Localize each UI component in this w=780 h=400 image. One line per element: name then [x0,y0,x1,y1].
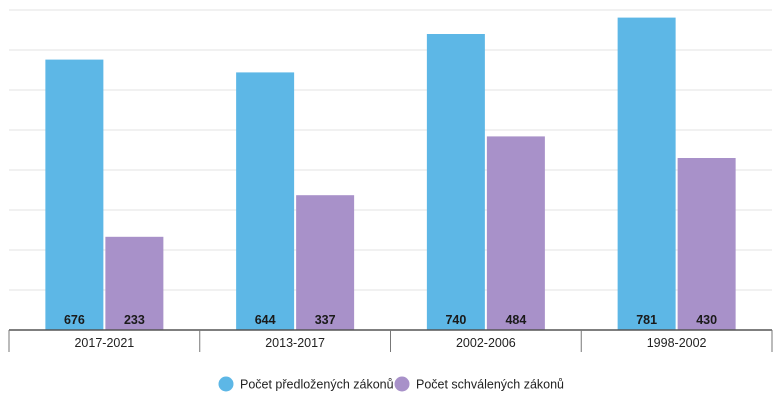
legend-swatch [218,376,234,392]
bar-approved-2017-2021 [105,236,164,330]
bar-value-label: 484 [505,313,526,327]
bar-approved-2013-2017 [296,195,355,330]
bar-approved-1998-2002 [677,158,736,330]
bar-approved-2002-2006 [486,136,545,330]
bar-value-label: 430 [696,313,717,327]
bar-submitted-2017-2021 [45,59,104,330]
bar-value-label: 676 [64,313,85,327]
category-label: 2017-2021 [74,336,134,350]
legend-item[interactable]: Počet předložených zákonů [218,376,394,392]
legend-label: Počet předložených zákonů [240,378,394,392]
x-axis: 2017-2021 2013-2017 2002-2006 1998-2002 [8,329,773,352]
category-label: 2002-2006 [456,336,516,350]
bar-value-label: 740 [445,313,466,327]
category-label: 2013-2017 [265,336,325,350]
bar-value-label: 233 [124,313,145,327]
bars: 676 233 644 337 740 484 781 430 [45,17,736,331]
bar-value-label: 644 [255,313,276,327]
legend-label: Počet schválených zákonů [416,378,564,392]
legend-swatch [394,376,410,392]
bar-value-label: 337 [315,313,336,327]
legend: Počet předložených zákonů Počet schválený… [218,376,565,392]
legend-item[interactable]: Počet schválených zákonů [394,376,565,392]
bar-value-label: 781 [636,313,657,327]
bar-submitted-2002-2006 [426,34,485,330]
bar-submitted-2013-2017 [236,72,295,331]
category-label: 1998-2002 [647,336,707,350]
bar-submitted-1998-2002 [617,17,676,330]
